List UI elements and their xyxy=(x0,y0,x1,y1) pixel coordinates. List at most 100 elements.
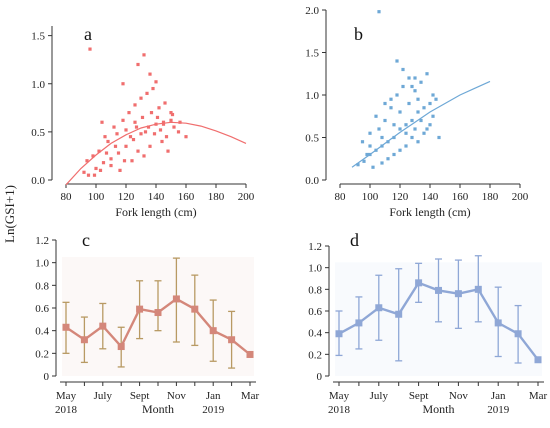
data-point xyxy=(142,53,146,57)
data-point xyxy=(98,168,103,172)
x-axis-label: Month xyxy=(142,402,174,416)
y-tick-label: 0.2 xyxy=(308,349,322,361)
data-point-marker xyxy=(117,343,125,351)
data-point xyxy=(152,132,157,136)
x-tick-label: 160 xyxy=(178,191,195,203)
x-axis-label: Fork length (cm) xyxy=(389,205,470,219)
data-point-marker xyxy=(415,279,423,287)
data-point xyxy=(416,110,420,114)
y-tick-label: 0.6 xyxy=(35,303,49,315)
data-point xyxy=(416,97,420,101)
data-point xyxy=(149,111,154,115)
x-tick-label: Nov xyxy=(449,390,468,402)
data-point xyxy=(169,111,173,115)
data-point xyxy=(437,135,441,140)
year-label: 2018 xyxy=(55,404,78,416)
year-label: 2018 xyxy=(328,404,351,416)
data-point xyxy=(377,10,381,14)
data-point xyxy=(116,151,121,155)
data-point xyxy=(122,159,127,163)
data-point xyxy=(124,128,128,132)
data-point-marker xyxy=(395,310,403,318)
y-tick-label: 0.4 xyxy=(35,326,49,338)
data-point-marker xyxy=(191,305,199,313)
data-point xyxy=(398,127,402,131)
data-point xyxy=(103,135,107,139)
data-point xyxy=(434,97,438,101)
data-point xyxy=(124,144,128,148)
data-point-marker xyxy=(454,290,462,298)
data-point xyxy=(419,118,423,123)
y-tick-label: 0.0 xyxy=(31,175,45,187)
data-point xyxy=(139,96,143,100)
fitted-curve xyxy=(351,80,491,168)
x-tick-label: 180 xyxy=(208,191,225,203)
data-point xyxy=(94,166,98,171)
data-point xyxy=(133,120,137,124)
y-tick-label: 0.5 xyxy=(305,133,319,145)
data-point xyxy=(166,149,170,153)
data-point xyxy=(389,106,393,110)
data-point xyxy=(383,101,387,106)
y-tick-label: 1.5 xyxy=(305,48,319,60)
x-tick-label: May xyxy=(56,390,77,402)
data-point xyxy=(398,148,402,152)
data-point xyxy=(176,130,181,134)
data-point xyxy=(140,115,145,120)
data-point xyxy=(419,80,423,84)
data-point xyxy=(106,139,110,144)
data-point xyxy=(401,84,405,89)
data-point xyxy=(92,173,97,177)
data-point xyxy=(158,128,163,132)
data-point xyxy=(410,84,414,89)
data-point xyxy=(413,127,417,131)
x-tick-label: Mar xyxy=(241,390,260,402)
data-point xyxy=(127,111,131,115)
x-tick-label: Sept xyxy=(130,390,150,402)
y-tick-label: 0.5 xyxy=(31,127,45,139)
y-tick-label: 0.2 xyxy=(35,348,49,360)
data-point xyxy=(161,120,166,124)
data-point xyxy=(121,82,125,86)
x-tick-label: July xyxy=(370,390,389,402)
x-tick-label: Nov xyxy=(167,390,186,402)
fitted-curve xyxy=(65,121,247,186)
data-point xyxy=(146,125,151,129)
data-point-marker xyxy=(154,309,162,317)
shared-y-axis-label: Ln(GSI+1) xyxy=(2,185,17,243)
data-point xyxy=(425,72,429,76)
data-point xyxy=(88,47,92,51)
data-point-marker xyxy=(172,295,180,303)
y-tick-label: 1.2 xyxy=(308,241,322,253)
y-tick-label: 0.8 xyxy=(308,284,322,296)
data-point xyxy=(431,93,435,97)
y-tick-label: 1.2 xyxy=(35,235,49,247)
data-point xyxy=(184,135,188,139)
data-point-marker xyxy=(474,285,482,293)
data-point xyxy=(154,80,158,84)
data-point xyxy=(109,163,113,168)
data-point xyxy=(118,168,122,172)
data-point xyxy=(392,123,396,127)
data-point xyxy=(428,101,432,106)
data-point xyxy=(115,132,119,136)
data-point xyxy=(130,159,134,163)
data-point xyxy=(404,131,408,135)
data-point xyxy=(410,118,414,123)
x-tick-label: 200 xyxy=(238,191,255,203)
data-point xyxy=(377,127,381,131)
data-point xyxy=(157,106,161,110)
data-point-marker xyxy=(62,323,70,331)
y-tick-label: 1.0 xyxy=(308,263,322,275)
panel-a-scatter-chart: a 80 100 120 140 160 180 200 Fork length (cm) 0.0… xyxy=(31,24,255,219)
x-tick-label: 80 xyxy=(335,191,347,203)
x-tick-label: 200 xyxy=(512,191,529,203)
data-point xyxy=(151,86,155,91)
data-point xyxy=(383,118,387,123)
data-point xyxy=(91,154,95,158)
panel-b-scatter-chart: b 80 100 120 140 160 180 200 Fork length (cm) 0.0… xyxy=(305,5,529,219)
data-point xyxy=(360,140,365,144)
data-point xyxy=(112,125,116,129)
x-tick-label: 80 xyxy=(61,191,73,203)
data-point xyxy=(131,137,136,142)
